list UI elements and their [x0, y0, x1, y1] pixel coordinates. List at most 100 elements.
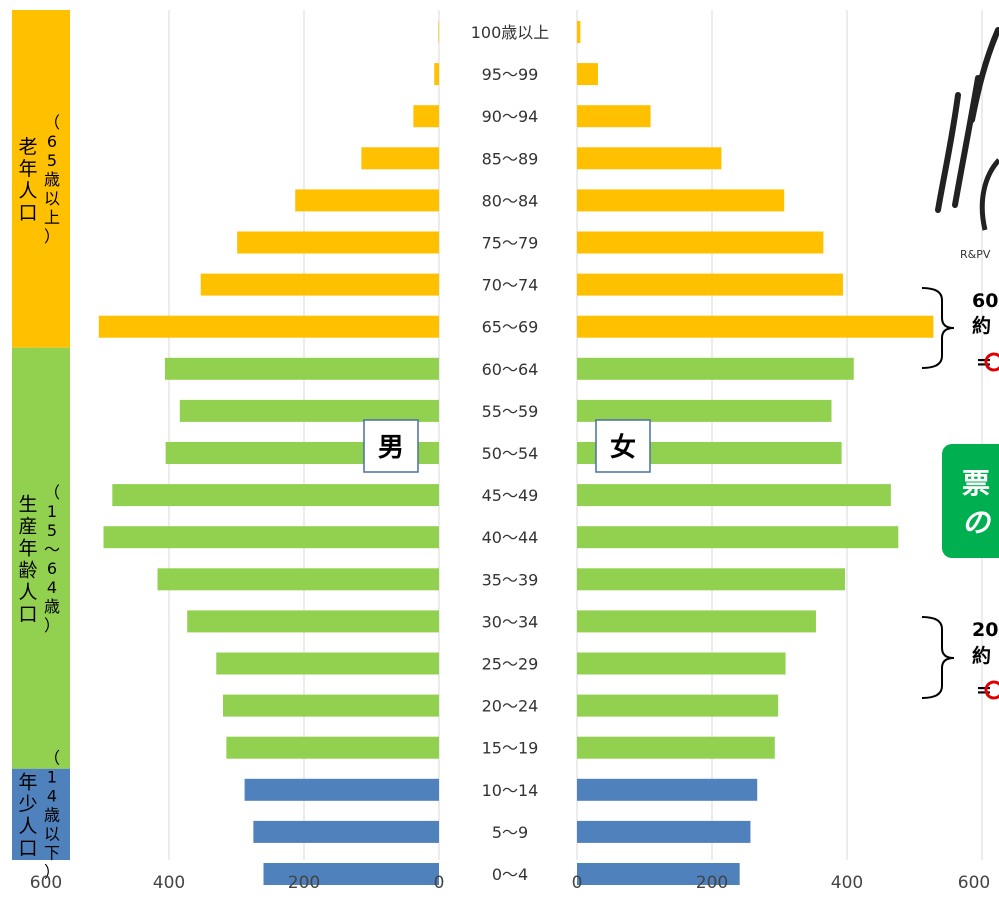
bar-female-30～34: [577, 610, 816, 633]
bar-male-75～79: [237, 231, 439, 254]
age-group-sub-char: 6: [47, 132, 57, 151]
tick-label-left: 200: [288, 873, 320, 893]
brace-annotation-lower: 20 約 =: [921, 616, 999, 701]
green-callout-line2: の: [962, 506, 992, 539]
age-group-sub-char: （: [44, 483, 60, 502]
tick-label-right: 600: [958, 873, 990, 893]
bar-female-25～29: [577, 652, 786, 675]
bar-female-45～49: [577, 484, 891, 507]
category-label: 100歳以上: [471, 23, 550, 42]
age-group-sub-char: （: [44, 748, 60, 767]
category-label: 40～44: [482, 528, 539, 547]
age-group-band: [12, 768, 70, 860]
age-group-sub-char: 1: [47, 767, 57, 786]
bar-male-70～74: [200, 273, 439, 296]
category-label: 85～89: [482, 149, 539, 168]
male-label: 男: [378, 433, 404, 463]
category-label: 60～64: [482, 360, 539, 379]
age-group-label-char: 産: [18, 515, 37, 537]
brace-upper-line2: 約: [972, 314, 991, 337]
bar-female-80～84: [577, 189, 785, 212]
age-group-band: [12, 347, 70, 769]
age-group-label-char: 口: [18, 202, 37, 224]
age-group-label-char: 年: [18, 158, 37, 180]
age-group-label-char: 口: [18, 603, 37, 625]
tick-label-left: 600: [30, 873, 62, 893]
category-label: 80～84: [482, 191, 539, 210]
tick-label-left: 0: [434, 873, 445, 893]
bar-female-75～79: [577, 231, 824, 254]
male-label-box: 男: [363, 419, 419, 473]
age-group-sub-char: 5: [47, 151, 57, 170]
bar-female-100歳以上: [577, 21, 581, 43]
bar-female-20～24: [577, 694, 779, 717]
tick-label-left: 400: [153, 873, 185, 893]
age-group-sub-char: 以: [44, 824, 60, 843]
age-group-sub-char: 5: [47, 521, 57, 540]
female-label: 女: [610, 432, 636, 463]
bar-male-85～89: [361, 147, 439, 170]
age-group-sub-char: 歳: [44, 597, 60, 616]
bar-female-40～44: [577, 526, 899, 549]
age-group-sub-char: 以: [44, 189, 60, 208]
age-group-sub-char: 上: [44, 208, 60, 227]
age-group-label-char: 口: [18, 837, 37, 859]
tick-label-right: 400: [831, 873, 863, 893]
age-group-sub-char: ）: [44, 227, 60, 246]
age-group-sub-char: 1: [47, 502, 57, 521]
bar-male-35～39: [157, 568, 439, 591]
category-label: 10～14: [482, 781, 539, 800]
bar-male-60～64: [164, 357, 439, 380]
bar-female-55～59: [577, 399, 832, 422]
green-callout-line1: 票: [962, 467, 990, 500]
category-label: 45～49: [482, 486, 539, 505]
bar-female-60～64: [577, 357, 854, 380]
category-label: 50～54: [482, 444, 539, 463]
category-label: 95～99: [482, 65, 539, 84]
category-label: 70～74: [482, 276, 539, 295]
bar-male-25～29: [216, 652, 439, 675]
logo-text: R&PV: [960, 248, 991, 261]
bar-female-10～14: [577, 778, 758, 801]
bar-female-70～74: [577, 273, 843, 296]
age-group-label-char: 老: [18, 136, 37, 158]
bar-male-100歳以上: [438, 21, 439, 43]
bar-male-5～9: [253, 820, 439, 843]
bar-male-95～99: [434, 63, 439, 86]
category-label: 30～34: [482, 612, 539, 631]
age-group-label-char: 年: [18, 537, 37, 559]
logo-graphic: R&PV: [935, 27, 999, 261]
age-group-sub-char: ～: [44, 540, 60, 559]
age-group-sub-char: （: [44, 113, 60, 132]
age-group-label-char: 少: [18, 793, 37, 815]
brace-lower-line2: 約: [972, 644, 991, 667]
category-label: 20～24: [482, 697, 539, 716]
green-callout: 票 の: [942, 444, 999, 558]
age-group-label-char: 齢: [18, 559, 37, 581]
bar-male-40～44: [103, 526, 440, 549]
bar-male-90～94: [413, 105, 439, 128]
bar-female-65～69: [577, 315, 934, 338]
brace-lower-line1: 20: [972, 619, 998, 641]
age-group-sub-char: 6: [47, 559, 57, 578]
category-label: 5～9: [492, 823, 528, 842]
bar-male-80～84: [295, 189, 439, 212]
age-group-sub-char: 下: [44, 843, 60, 862]
brace-upper-line1: 60: [972, 290, 998, 312]
bar-male-0～4: [263, 863, 439, 885]
age-group-sub-char: 4: [47, 578, 57, 597]
bar-female-0～4: [577, 863, 740, 885]
age-group-label-char: 人: [18, 581, 37, 603]
tick-label-right: 0: [572, 873, 583, 893]
age-group-label-char: 生: [18, 493, 37, 515]
bar-female-90～94: [577, 105, 651, 128]
category-label: 65～69: [482, 318, 539, 337]
age-group-sub-char: ）: [44, 862, 60, 881]
age-group-label-char: 人: [18, 815, 37, 837]
bar-female-35～39: [577, 568, 845, 591]
brace-annotation-upper: 60 約 =: [921, 287, 999, 373]
category-label: 55～59: [482, 402, 539, 421]
bar-female-85～89: [577, 147, 722, 170]
